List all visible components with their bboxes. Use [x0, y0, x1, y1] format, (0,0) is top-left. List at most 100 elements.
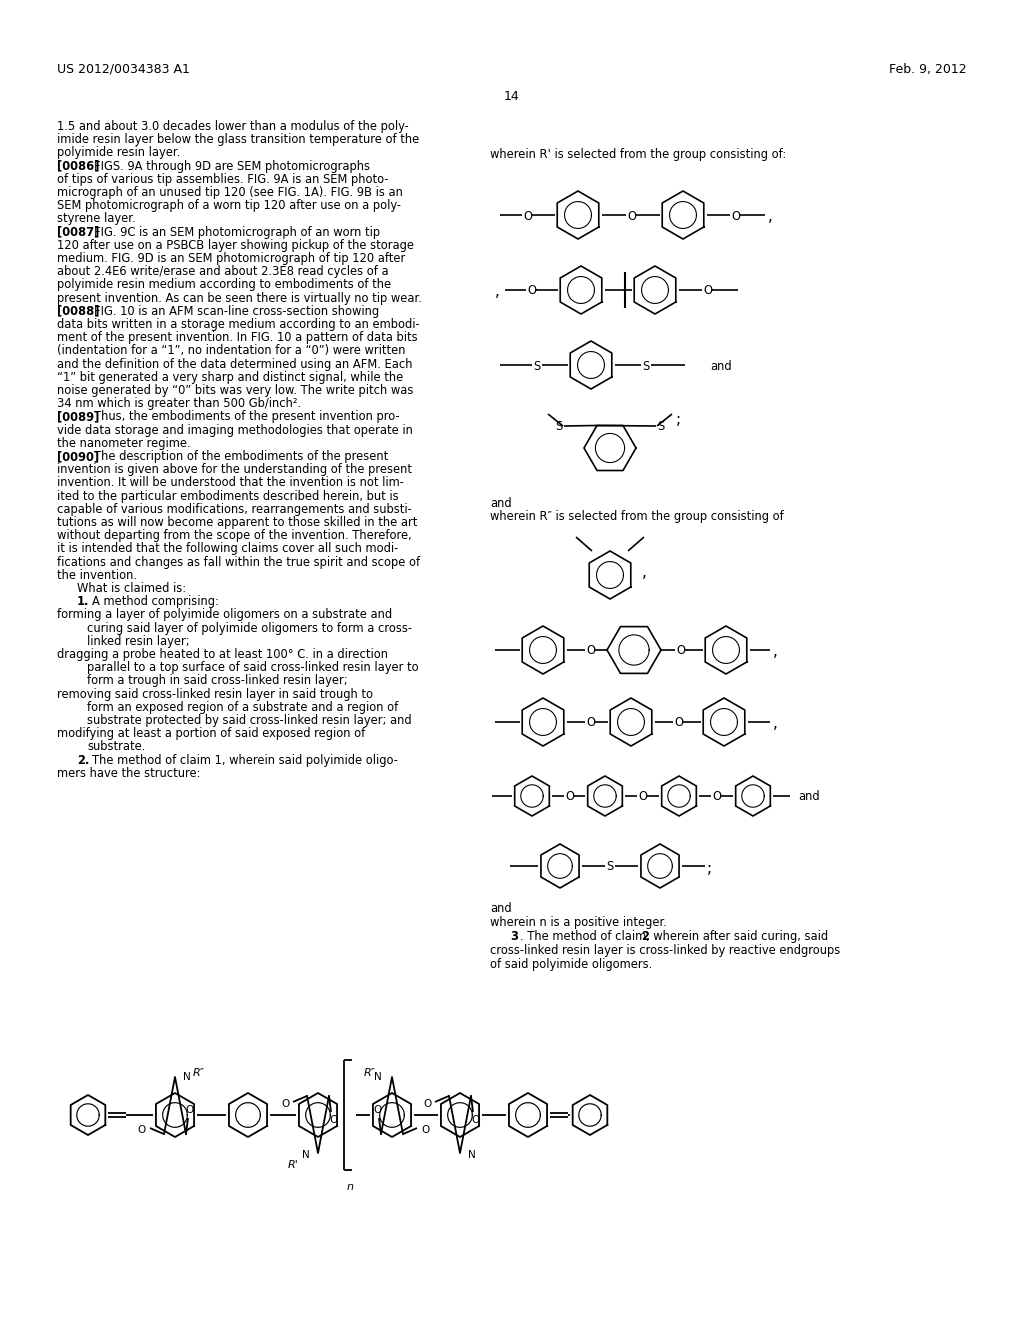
Text: dragging a probe heated to at least 100° C. in a direction: dragging a probe heated to at least 100°…: [57, 648, 388, 661]
Text: 2: 2: [641, 931, 649, 942]
Text: data bits written in a storage medium according to an embodi-: data bits written in a storage medium ac…: [57, 318, 420, 331]
Text: polyimide resin layer.: polyimide resin layer.: [57, 147, 180, 160]
Text: fications and changes as fall within the true spirit and scope of: fications and changes as fall within the…: [57, 556, 420, 569]
Text: ment of the present invention. In FIG. 10 a pattern of data bits: ment of the present invention. In FIG. 1…: [57, 331, 418, 345]
Text: O: O: [565, 791, 574, 804]
Text: invention. It will be understood that the invention is not lim-: invention. It will be understood that th…: [57, 477, 403, 490]
Text: O: O: [423, 1100, 431, 1109]
Text: (indentation for a “1”, no indentation for a “0”) were written: (indentation for a “1”, no indentation f…: [57, 345, 406, 358]
Text: without departing from the scope of the invention. Therefore,: without departing from the scope of the …: [57, 529, 412, 543]
Text: O: O: [329, 1115, 337, 1125]
Text: ,: ,: [495, 284, 500, 298]
Text: substrate.: substrate.: [87, 741, 145, 754]
Text: and the definition of the data determined using an AFM. Each: and the definition of the data determine…: [57, 358, 413, 371]
Text: O: O: [421, 1125, 429, 1135]
Text: “1” bit generated a very sharp and distinct signal, while the: “1” bit generated a very sharp and disti…: [57, 371, 403, 384]
Text: the nanometer regime.: the nanometer regime.: [57, 437, 190, 450]
Text: O: O: [373, 1105, 381, 1115]
Text: US 2012/0034383 A1: US 2012/0034383 A1: [57, 63, 189, 77]
Text: O: O: [627, 210, 636, 223]
Text: S: S: [642, 359, 649, 372]
Text: linked resin layer;: linked resin layer;: [87, 635, 189, 648]
Text: substrate protected by said cross-linked resin layer; and: substrate protected by said cross-linked…: [87, 714, 412, 727]
Text: ited to the particular embodiments described herein, but is: ited to the particular embodiments descr…: [57, 490, 398, 503]
Text: ;: ;: [707, 861, 712, 876]
Text: capable of various modifications, rearrangements and substi-: capable of various modifications, rearra…: [57, 503, 412, 516]
Text: removing said cross-linked resin layer in said trough to: removing said cross-linked resin layer i…: [57, 688, 373, 701]
Text: cross-linked resin layer is cross-linked by reactive endgroups: cross-linked resin layer is cross-linked…: [490, 944, 841, 957]
Text: A method comprising:: A method comprising:: [92, 595, 219, 609]
Text: present invention. As can be seen there is virtually no tip wear.: present invention. As can be seen there …: [57, 292, 422, 305]
Text: [0088]: [0088]: [57, 305, 99, 318]
Text: Feb. 9, 2012: Feb. 9, 2012: [890, 63, 967, 77]
Text: 34 nm which is greater than 500 Gb/inch².: 34 nm which is greater than 500 Gb/inch²…: [57, 397, 301, 411]
Text: form a trough in said cross-linked resin layer;: form a trough in said cross-linked resin…: [87, 675, 347, 688]
Text: 1.5 and about 3.0 decades lower than a modulus of the poly-: 1.5 and about 3.0 decades lower than a m…: [57, 120, 409, 133]
Text: the invention.: the invention.: [57, 569, 137, 582]
Text: modifying at least a portion of said exposed region of: modifying at least a portion of said exp…: [57, 727, 366, 741]
Text: O: O: [586, 644, 595, 657]
Text: [0090]: [0090]: [57, 450, 99, 463]
Text: invention is given above for the understanding of the present: invention is given above for the underst…: [57, 463, 412, 477]
Text: and: and: [798, 791, 819, 804]
Text: N: N: [374, 1072, 382, 1082]
Text: ,: ,: [773, 715, 778, 731]
Text: of tips of various tip assemblies. FIG. 9A is an SEM photo-: of tips of various tip assemblies. FIG. …: [57, 173, 388, 186]
Text: form an exposed region of a substrate and a region of: form an exposed region of a substrate an…: [87, 701, 398, 714]
Text: [0087]: [0087]: [57, 226, 99, 239]
Text: The description of the embodiments of the present: The description of the embodiments of th…: [94, 450, 388, 463]
Text: SEM photomicrograph of a worn tip 120 after use on a poly-: SEM photomicrograph of a worn tip 120 af…: [57, 199, 401, 213]
Text: noise generated by “0” bits was very low. The write pitch was: noise generated by “0” bits was very low…: [57, 384, 414, 397]
Text: of said polyimide oligomers.: of said polyimide oligomers.: [490, 958, 652, 972]
Text: 2.: 2.: [77, 754, 89, 767]
Text: imide resin layer below the glass transition temperature of the: imide resin layer below the glass transi…: [57, 133, 419, 147]
Text: 120 after use on a PSBCB layer showing pickup of the storage: 120 after use on a PSBCB layer showing p…: [57, 239, 414, 252]
Text: S: S: [657, 420, 665, 433]
Text: FIGS. 9A through 9D are SEM photomicrographs: FIGS. 9A through 9D are SEM photomicrogr…: [94, 160, 370, 173]
Text: O: O: [281, 1100, 289, 1109]
Text: N: N: [468, 1150, 476, 1160]
Text: S: S: [556, 420, 563, 433]
Text: wherein n is a positive integer.: wherein n is a positive integer.: [490, 916, 667, 929]
Text: What is claimed is:: What is claimed is:: [77, 582, 186, 595]
Text: curing said layer of polyimide oligomers to form a cross-: curing said layer of polyimide oligomers…: [87, 622, 412, 635]
Text: [0089]: [0089]: [57, 411, 99, 424]
Text: . The method of claim: . The method of claim: [520, 931, 650, 942]
Text: O: O: [712, 791, 721, 804]
Text: FIG. 10 is an AFM scan-line cross-section showing: FIG. 10 is an AFM scan-line cross-sectio…: [94, 305, 379, 318]
Text: tutions as will now become apparent to those skilled in the art: tutions as will now become apparent to t…: [57, 516, 418, 529]
Text: [0086]: [0086]: [57, 160, 99, 173]
Text: it is intended that the following claims cover all such modi-: it is intended that the following claims…: [57, 543, 398, 556]
Text: ;: ;: [676, 412, 681, 426]
Text: Thus, the embodiments of the present invention pro-: Thus, the embodiments of the present inv…: [94, 411, 399, 424]
Text: N: N: [183, 1072, 190, 1082]
Text: The method of claim 1, wherein said polyimide oligo-: The method of claim 1, wherein said poly…: [92, 754, 398, 767]
Text: O: O: [638, 791, 647, 804]
Text: parallel to a top surface of said cross-linked resin layer to: parallel to a top surface of said cross-…: [87, 661, 419, 675]
Text: S: S: [606, 861, 613, 874]
Text: ,: ,: [768, 209, 773, 224]
Text: O: O: [186, 1105, 195, 1115]
Text: N: N: [302, 1150, 310, 1160]
Text: and: and: [490, 902, 512, 915]
Text: O: O: [703, 285, 712, 297]
Text: styrene layer.: styrene layer.: [57, 213, 135, 226]
Text: 3: 3: [510, 931, 518, 942]
Text: about 2.4E6 write/erase and about 2.3E8 read cycles of a: about 2.4E6 write/erase and about 2.3E8 …: [57, 265, 389, 279]
Text: wherein R' is selected from the group consisting of:: wherein R' is selected from the group co…: [490, 148, 786, 161]
Text: 14: 14: [504, 90, 520, 103]
Text: O: O: [731, 210, 740, 223]
Text: micrograph of an unused tip 120 (see FIG. 1A). FIG. 9B is an: micrograph of an unused tip 120 (see FIG…: [57, 186, 402, 199]
Text: ,: ,: [642, 565, 647, 579]
Text: O: O: [676, 644, 685, 657]
Text: O: O: [138, 1125, 146, 1135]
Text: and: and: [490, 498, 512, 510]
Text: n: n: [346, 1181, 353, 1192]
Text: O: O: [523, 210, 532, 223]
Text: R″: R″: [364, 1068, 376, 1078]
Text: wherein R″ is selected from the group consisting of: wherein R″ is selected from the group co…: [490, 510, 783, 523]
Text: FIG. 9C is an SEM photomicrograph of an worn tip: FIG. 9C is an SEM photomicrograph of an …: [94, 226, 380, 239]
Text: 1.: 1.: [77, 595, 89, 609]
Text: vide data storage and imaging methodologies that operate in: vide data storage and imaging methodolog…: [57, 424, 413, 437]
Text: , wherein after said curing, said: , wherein after said curing, said: [646, 931, 828, 942]
